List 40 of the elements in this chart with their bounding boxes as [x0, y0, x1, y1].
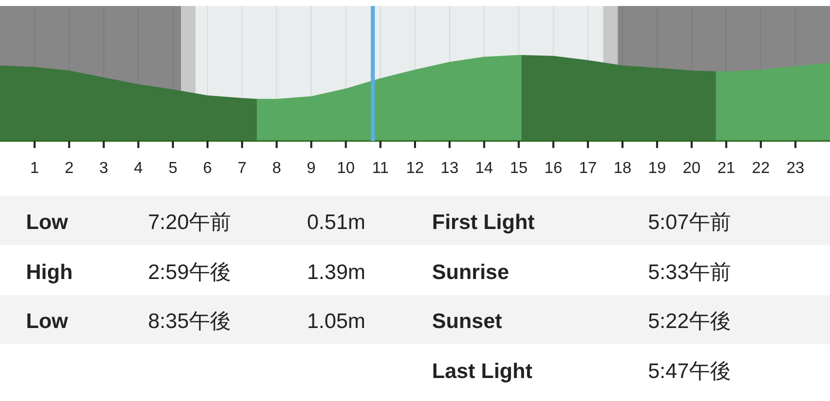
- text: Last Light: [432, 360, 532, 383]
- text: Sunrise: [432, 261, 510, 284]
- text: Low: [26, 310, 69, 333]
- x-tick-label: 9: [306, 160, 316, 177]
- text: 5:47午後: [648, 360, 731, 383]
- x-tick-label: 13: [440, 160, 459, 177]
- x-tick-label: 23: [786, 160, 804, 177]
- text: High: [26, 261, 73, 284]
- text: Low: [26, 211, 69, 234]
- text: 8:35午後: [148, 310, 231, 333]
- text: 7:20午前: [148, 211, 231, 234]
- x-tick-label: 1: [30, 160, 40, 177]
- x-tick-label: 12: [406, 160, 424, 177]
- x-tick-label: 20: [682, 160, 701, 177]
- text: First Light: [432, 211, 535, 234]
- text: 5:33午前: [648, 261, 731, 284]
- x-tick-label: 14: [475, 160, 494, 177]
- text: 0.51m: [307, 211, 366, 234]
- x-tick-label: 15: [510, 160, 528, 177]
- x-tick-label: 17: [579, 160, 597, 177]
- x-tick-label: 19: [648, 160, 666, 177]
- text: 1.39m: [307, 261, 366, 284]
- x-tick-label: 4: [134, 160, 143, 177]
- x-tick-label: 2: [64, 160, 74, 177]
- x-tick-label: 18: [614, 160, 632, 177]
- x-tick-label: 7: [238, 160, 247, 177]
- x-tick-label: 6: [203, 160, 212, 177]
- text: 1.05m: [307, 310, 366, 333]
- text: 2:59午後: [148, 261, 231, 284]
- x-tick-label: 3: [99, 160, 108, 177]
- x-tick-label: 21: [717, 160, 736, 177]
- x-tick-label: 22: [752, 160, 770, 177]
- x-tick-label: 10: [336, 160, 355, 177]
- x-tick-label: 5: [168, 160, 178, 177]
- x-tick-label: 8: [272, 160, 282, 177]
- text: 5:22午後: [648, 310, 731, 333]
- x-tick-label: 11: [372, 160, 389, 177]
- x-tick-label: 16: [544, 160, 562, 177]
- text: 5:07午前: [648, 211, 731, 234]
- text: Sunset: [432, 310, 502, 333]
